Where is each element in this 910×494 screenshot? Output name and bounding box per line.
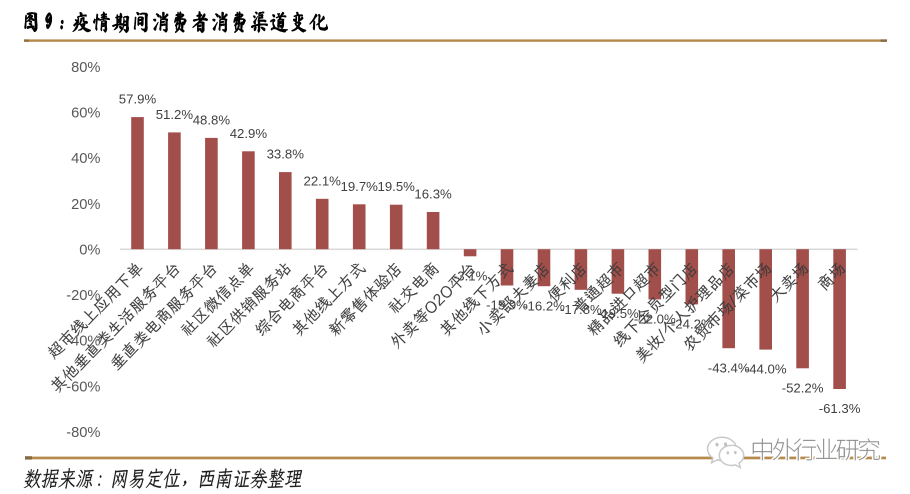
svg-text:60%: 60% — [71, 106, 100, 122]
svg-text:80%: 80% — [71, 60, 100, 76]
svg-text:-52.2%: -52.2% — [782, 380, 824, 395]
svg-text:-15.9%: -15.9% — [486, 298, 528, 313]
svg-text:0%: 0% — [79, 242, 100, 258]
svg-text:40%: 40% — [71, 151, 100, 167]
svg-text:-44.0%: -44.0% — [745, 362, 787, 377]
svg-text:-16.2%: -16.2% — [523, 298, 565, 313]
svg-text:-19.5%: -19.5% — [597, 306, 639, 321]
svg-text:-80%: -80% — [66, 425, 100, 441]
svg-text:42.9%: 42.9% — [230, 126, 268, 141]
svg-text:-17.8%: -17.8% — [560, 302, 602, 317]
svg-text:19.5%: 19.5% — [377, 179, 415, 194]
svg-text:-60%: -60% — [66, 379, 100, 395]
svg-text:-20%: -20% — [66, 288, 100, 304]
svg-text:-43.4%: -43.4% — [708, 360, 750, 375]
svg-text:48.8%: 48.8% — [193, 112, 231, 127]
svg-text:-40%: -40% — [66, 334, 100, 350]
svg-text:57.9%: 57.9% — [119, 92, 157, 107]
svg-text:-61.3%: -61.3% — [819, 401, 861, 416]
svg-text:-3.1%: -3.1% — [453, 268, 488, 283]
svg-text:51.2%: 51.2% — [156, 107, 194, 122]
svg-text:-22.0%: -22.0% — [634, 312, 676, 327]
svg-text:-24.2%: -24.2% — [671, 317, 713, 332]
svg-text:33.8%: 33.8% — [267, 147, 305, 162]
svg-text:20%: 20% — [71, 197, 100, 213]
svg-text:16.3%: 16.3% — [414, 187, 452, 202]
svg-text:22.1%: 22.1% — [303, 173, 341, 188]
svg-text:19.7%: 19.7% — [340, 179, 378, 194]
